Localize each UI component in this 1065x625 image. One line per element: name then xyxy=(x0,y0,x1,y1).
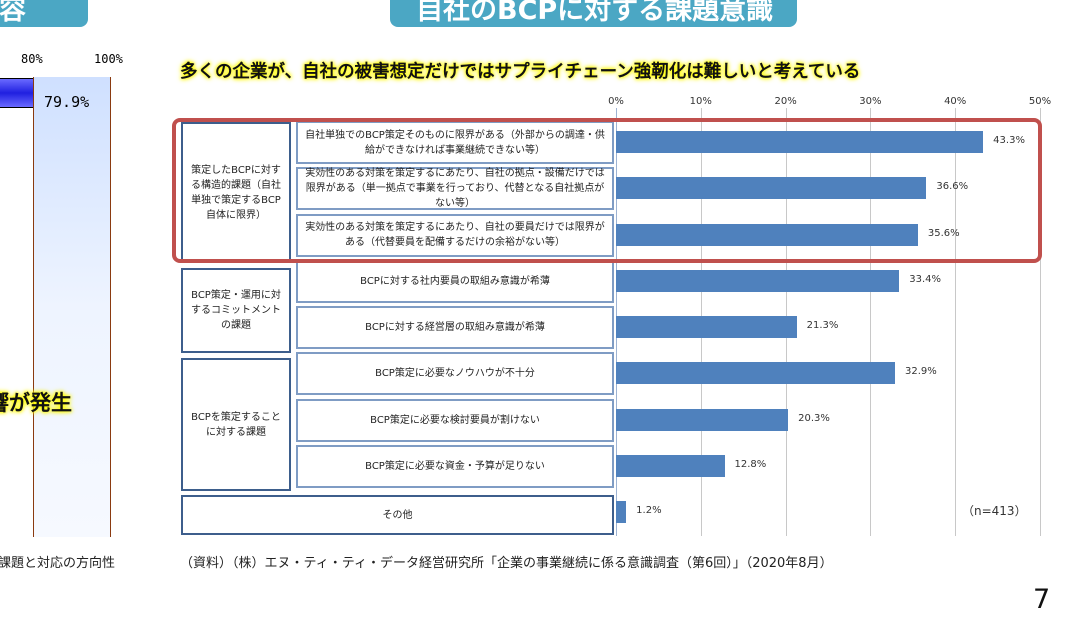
bar-value-label: 33.4% xyxy=(909,273,941,285)
bar-value-label: 35.6% xyxy=(927,227,960,239)
category-text: 実効性のある対策を策定するにあたり、自社の要員だけでは限界がある（代替要員を配備… xyxy=(305,222,605,248)
group-box-planning: BCPを策定することに対する課題 xyxy=(181,358,291,491)
bar xyxy=(616,362,895,385)
category-text: その他 xyxy=(382,509,413,521)
category-text: BCPに対する社内要員の取組み意識が希薄 xyxy=(360,275,550,287)
left-panel-header: 内容 xyxy=(0,0,88,27)
category-label: BCPに対する経営層の取組み意識が希薄 xyxy=(296,306,614,349)
category-text: BCP策定に必要な検討要員が割けない xyxy=(370,414,540,426)
chart-header-title: 自社のBCPに対する課題意識 xyxy=(416,0,774,26)
left-header-text: 内容 xyxy=(0,0,26,26)
x-tick-label: 0% xyxy=(608,96,624,107)
bar-value-label: 32.9% xyxy=(904,366,937,378)
left-bg-area xyxy=(33,77,111,537)
left-highlight-text: 響が発生 xyxy=(0,391,72,415)
bar xyxy=(616,223,918,246)
source-note: （資料）（株）エヌ・ティ・ティ・データ経営研究所「企業の事業継続に係る意識調査（… xyxy=(180,556,833,571)
x-tick-label: 20% xyxy=(774,96,797,107)
sample-size-note: （n=413） xyxy=(962,504,1027,518)
left-footer-text: 課題と対応の方向性 xyxy=(0,556,116,571)
category-label: BCP策定に必要な資金・予算が足りない xyxy=(296,444,614,488)
category-label: その他 xyxy=(181,495,614,535)
left-tick-100: 100% xyxy=(94,52,123,66)
category-label: BCPに対する社内要員の取組み意識が希薄 xyxy=(296,259,614,303)
bar-value-label: 21.3% xyxy=(806,320,839,331)
left-tick-80: 80% xyxy=(21,52,43,66)
category-label: 実効性のある対策を策定するにあたり、自社の拠点・設備だけでは限界がある（単一拠点… xyxy=(296,167,614,211)
highlight-frame xyxy=(172,118,1042,263)
gridline xyxy=(870,108,872,536)
category-text: BCP策定に必要なノウハウが不十分 xyxy=(375,368,535,380)
category-label: 自社単独でのBCP策定そのものに限界がある（外部からの調達・供給ができなければ事… xyxy=(296,121,614,164)
category-text: BCP策定に必要な資金・予算が足りない xyxy=(365,460,545,472)
group-label: BCPを策定することに対する課題 xyxy=(191,411,281,438)
bar xyxy=(616,316,797,338)
left-value-label: 79.9% xyxy=(44,93,90,111)
chart-header: 自社のBCPに対する課題意識 xyxy=(390,0,797,27)
x-tick-label: 30% xyxy=(859,96,882,107)
category-text: 自社単独でのBCP策定そのものに限界がある（外部からの調達・供給ができなければ事… xyxy=(305,129,605,156)
category-label: BCP策定に必要なノウハウが不十分 xyxy=(296,352,614,396)
bar-value-label: 1.2% xyxy=(636,505,662,516)
gridline xyxy=(1040,108,1041,536)
group-label: BCP策定・運用に対するコミットメントの課題 xyxy=(191,290,281,331)
bar-value-label: 12.8% xyxy=(734,458,767,470)
group-box-commitment: BCP策定・運用に対するコミットメントの課題 xyxy=(181,268,291,353)
bar xyxy=(616,454,725,477)
headline: 多くの企業が、自社の被害想定だけではサプライチェーン強靭化は難しいと考えている xyxy=(180,62,861,82)
bar xyxy=(616,177,927,200)
bar xyxy=(616,269,900,292)
group-label: 策定したBCPに対する構造的課題（自社単独で策定するBCP自体に限界） xyxy=(191,164,281,221)
bar-value-label: 36.6% xyxy=(936,181,969,193)
gridline xyxy=(955,108,957,536)
page-number: 7 xyxy=(1033,584,1051,615)
category-text: BCPに対する経営層の取組み意識が希薄 xyxy=(365,322,545,333)
x-tick-label: 50% xyxy=(1028,96,1052,107)
x-tick-label: 10% xyxy=(689,96,712,107)
bar xyxy=(616,408,789,431)
category-label: 実効性のある対策を策定するにあたり、自社の要員だけでは限界がある（代替要員を配備… xyxy=(296,213,614,257)
bar-value-label: 43.3% xyxy=(993,135,1025,146)
left-bar xyxy=(0,78,33,108)
bar-value-label: 20.3% xyxy=(798,412,830,424)
group-box-structural: 策定したBCPに対する構造的課題（自社単独で策定するBCP自体に限界） xyxy=(181,122,291,263)
bar xyxy=(616,131,984,153)
category-text: 実効性のある対策を策定するにあたり、自社の拠点・設備だけでは限界がある（単一拠点… xyxy=(305,168,605,210)
x-tick-label: 40% xyxy=(944,96,967,107)
bar xyxy=(616,501,627,523)
category-label: BCP策定に必要な検討要員が割けない xyxy=(296,398,614,442)
